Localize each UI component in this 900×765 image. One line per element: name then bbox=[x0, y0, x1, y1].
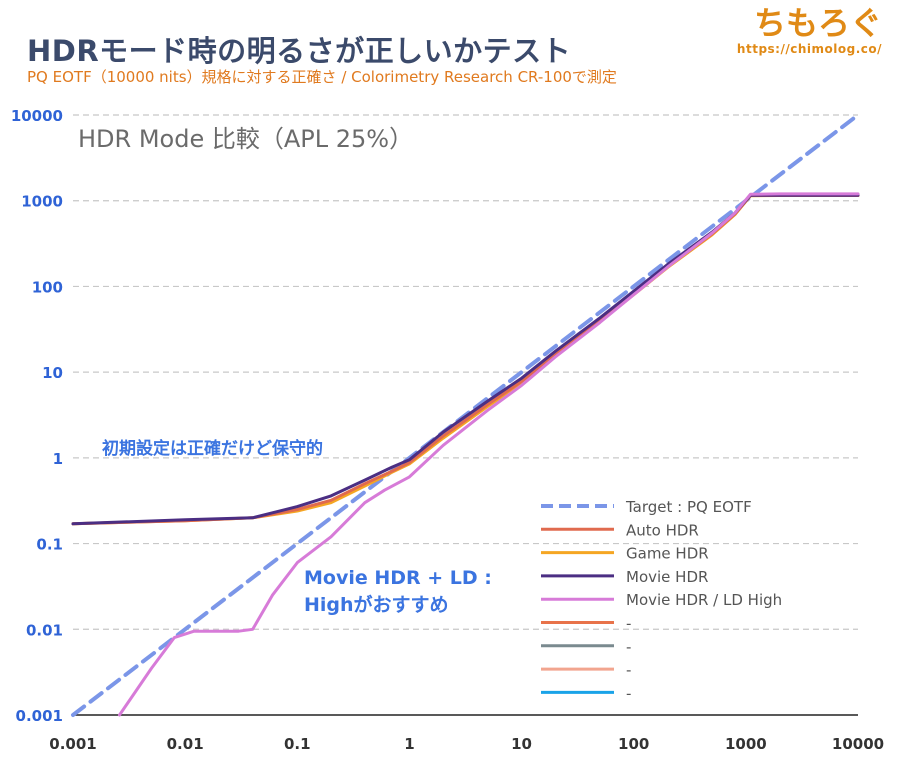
series-line-4 bbox=[118, 192, 860, 717]
y-tick-label: 0.1 bbox=[36, 536, 63, 554]
x-tick-label: 10 bbox=[511, 735, 532, 753]
x-tick-label: 0.01 bbox=[167, 735, 204, 753]
series-line-3 bbox=[71, 193, 860, 526]
y-tick-label: 10 bbox=[42, 364, 63, 382]
series-line-1 bbox=[71, 194, 860, 526]
x-tick-label: 0.001 bbox=[49, 735, 96, 753]
legend-label: - bbox=[626, 615, 631, 633]
x-tick-label: 0.1 bbox=[284, 735, 311, 753]
grid bbox=[73, 114, 858, 630]
x-tick-label: 100 bbox=[618, 735, 649, 753]
x-tick-label: 10000 bbox=[832, 735, 884, 753]
annotations: 初期設定は正確だけど保守的 Movie HDR + LD : Highがおすすめ bbox=[102, 438, 492, 616]
brand-logo: ちもろぐ https://chimolog.co/ bbox=[737, 4, 882, 56]
x-tick-label: 1000 bbox=[725, 735, 767, 753]
y-tick-label: 0.01 bbox=[26, 621, 63, 639]
y-tick-label: 1 bbox=[53, 450, 63, 468]
series-line-2 bbox=[71, 194, 860, 526]
y-tick-label: 1000 bbox=[21, 193, 63, 211]
legend-label: Auto HDR bbox=[626, 521, 699, 539]
legend-label: - bbox=[626, 684, 631, 702]
chart-title: HDR Mode 比較（APL 25%） bbox=[78, 125, 413, 153]
legend-label: Game HDR bbox=[626, 545, 709, 563]
legend: Target : PQ EOTF Auto HDR Game HDR Movie HD… bbox=[541, 498, 782, 702]
series bbox=[71, 113, 860, 717]
annotation-label: Highがおすすめ bbox=[304, 593, 449, 616]
legend-label: - bbox=[626, 638, 631, 656]
page-title: HDRモード時の明るさが正しいかテスト bbox=[27, 34, 572, 68]
legend-label: Movie HDR / LD High bbox=[626, 591, 782, 609]
legend-label: Movie HDR bbox=[626, 568, 708, 586]
y-tick-label: 10000 bbox=[11, 107, 63, 125]
brand-url: https://chimolog.co/ bbox=[736, 42, 882, 56]
page-subtitle: PQ EOTF（10000 nits）規格に対する正確さ / Colorimet… bbox=[27, 68, 617, 86]
legend-label: - bbox=[626, 661, 631, 679]
y-tick-label: 0.001 bbox=[16, 707, 63, 725]
y-tick-label: 100 bbox=[32, 278, 63, 296]
annotation-label: 初期設定は正確だけど保守的 bbox=[102, 438, 323, 459]
x-tick-label: 1 bbox=[404, 735, 414, 753]
axes: 0.001 0.01 0.1 1 10 100 1000 10000 0.001 0.01 0.1 1… bbox=[11, 107, 884, 753]
legend-label: Target : PQ EOTF bbox=[625, 498, 752, 516]
annotation-label: Movie HDR + LD : bbox=[304, 567, 492, 589]
brand-name: ちもろぐ bbox=[753, 4, 882, 42]
